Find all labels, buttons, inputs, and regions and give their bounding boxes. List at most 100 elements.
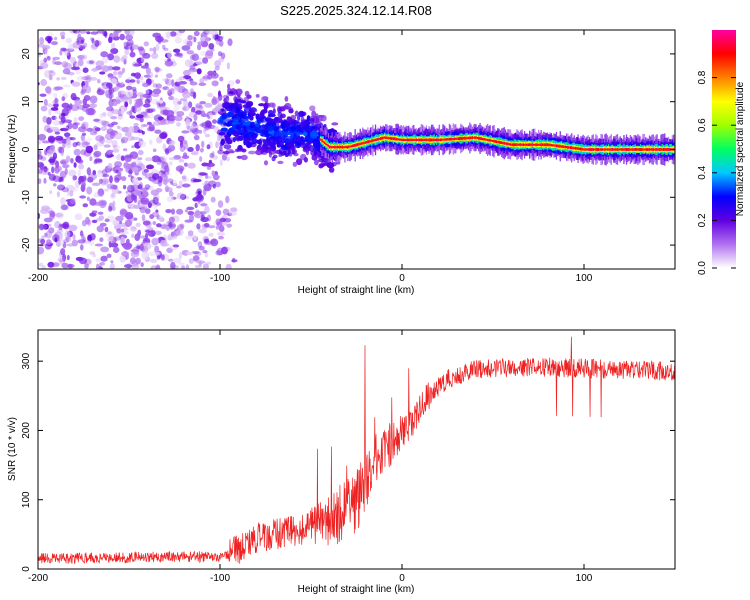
spectrogram-cell <box>445 138 447 141</box>
spectrogram-cell <box>309 125 315 129</box>
spectrogram-cell <box>113 55 121 63</box>
spectrogram-cell <box>133 72 141 79</box>
spectrogram-cell <box>539 143 541 146</box>
spectrogram-cell <box>136 245 141 250</box>
spectrogram-cell <box>178 52 184 59</box>
spectrogram-cell <box>350 145 352 148</box>
spectrogram-cell <box>62 253 67 262</box>
spectrogram-cell <box>85 216 90 225</box>
spectrogram-cell <box>366 141 368 144</box>
spectrogram-cell <box>79 30 87 34</box>
spectrogram-cell <box>250 138 258 145</box>
spectrogram-cell <box>186 125 190 130</box>
spectrogram-cell <box>204 133 211 138</box>
spectrogram-cell <box>341 145 344 149</box>
spectrogram-cell <box>311 110 317 118</box>
spectrogram-cell <box>457 137 459 140</box>
spectrogram-cell <box>106 253 112 258</box>
spectrogram-cell <box>38 178 42 185</box>
spectrogram-cell <box>38 212 41 220</box>
spectrogram-cell <box>82 176 87 183</box>
spectrogram-cell <box>530 143 532 146</box>
spectrogram-cell <box>120 138 125 144</box>
spectrogram-cell <box>199 101 206 105</box>
spectrogram-cell <box>165 31 171 39</box>
spectrogram-cell <box>105 139 114 144</box>
spectrogram-cell <box>189 69 194 75</box>
spectrogram-cell <box>190 123 197 130</box>
spectrogram-cell <box>314 151 318 156</box>
spectrogram-cell <box>149 139 153 146</box>
spectrogram-cell <box>66 184 75 190</box>
spectrogram-cell <box>173 179 177 186</box>
spectrogram-cell <box>168 191 174 197</box>
spectrogram-cell <box>423 138 425 142</box>
spectrogram-cell <box>73 162 77 168</box>
snr-frame <box>37 329 676 570</box>
spectrogram-cell <box>50 107 59 111</box>
spectrogram-cell <box>471 136 473 140</box>
spectrogram-cell <box>263 160 269 166</box>
spectrogram-cell <box>619 148 621 151</box>
colorbar-tick-label: 0.0 <box>697 261 708 275</box>
spectrogram-cell <box>405 139 407 141</box>
spectrogram-cell <box>206 121 213 128</box>
spectrogram-cell <box>638 148 640 151</box>
spectrogram-cell <box>188 258 194 264</box>
spectrogram-cell <box>467 136 470 140</box>
spectrogram-cell <box>200 36 206 42</box>
y-tick-label: 20 <box>21 48 32 60</box>
spectrogram-cell <box>563 145 565 148</box>
spectrogram-cell <box>473 136 475 139</box>
spectrogram-cell <box>600 148 602 151</box>
spectrogram-cell <box>86 127 94 132</box>
spectrogram-cell <box>181 183 191 188</box>
spectrogram-cell <box>107 73 114 78</box>
spectrogram-cell <box>271 156 276 162</box>
spectrogram-cell <box>601 148 603 151</box>
spectrogram-cell <box>38 168 43 175</box>
spectrogram-cell <box>60 230 64 239</box>
spectrogram-cell <box>121 251 130 257</box>
spectrogram-cell <box>202 250 208 254</box>
spectrogram-cell <box>72 234 76 240</box>
spectrogram-cell <box>166 87 175 93</box>
spectrogram-cell <box>168 216 175 223</box>
spectrogram-cell <box>302 121 309 125</box>
spectrogram-cell <box>181 105 190 112</box>
colorbar-ticks: 0.0 0.2 0.4 0.6 0.8 <box>697 70 736 275</box>
spectrogram-cell <box>143 242 152 250</box>
spectrogram-cell <box>166 247 173 254</box>
spectrogram-cell <box>54 97 58 104</box>
spectrogram-cell <box>52 56 61 61</box>
snr-x-ticks: -200 -100 0 100 <box>28 330 593 584</box>
spectrogram-cell <box>60 248 66 256</box>
spectrogram-cell <box>203 223 210 228</box>
spectrogram-cell <box>98 178 103 184</box>
spectrogram-cell <box>145 232 149 240</box>
spectrogram-cell <box>596 148 598 151</box>
spectrogram-cell <box>507 142 509 146</box>
spectrogram-cell <box>281 121 285 129</box>
spectrogram-cell <box>179 167 183 175</box>
spectrogram-cell <box>625 148 628 152</box>
spectrogram-cell <box>204 102 213 108</box>
spectrogram-cell <box>72 175 76 181</box>
spectrogram-cell <box>89 95 98 104</box>
spectrogram-cell <box>160 239 168 247</box>
spectrogram-cell <box>595 148 597 151</box>
spectrogram-cell <box>466 136 468 140</box>
spectrogram-cell <box>68 224 78 232</box>
spectrogram-cell <box>442 138 444 141</box>
spectrogram-cell <box>189 65 196 71</box>
spectrogram-cell <box>119 208 127 215</box>
spectrogram-cell <box>91 182 101 186</box>
spectrogram-cell <box>185 119 191 127</box>
spectrogram-cell <box>246 94 252 99</box>
spectrogram-cell <box>38 262 44 267</box>
spectrogram-cell <box>430 138 433 142</box>
spectrogram-cell <box>140 200 150 205</box>
spectrogram-cell <box>189 54 196 61</box>
spectrogram-cell <box>60 204 68 211</box>
spectrogram-cell <box>146 121 152 126</box>
